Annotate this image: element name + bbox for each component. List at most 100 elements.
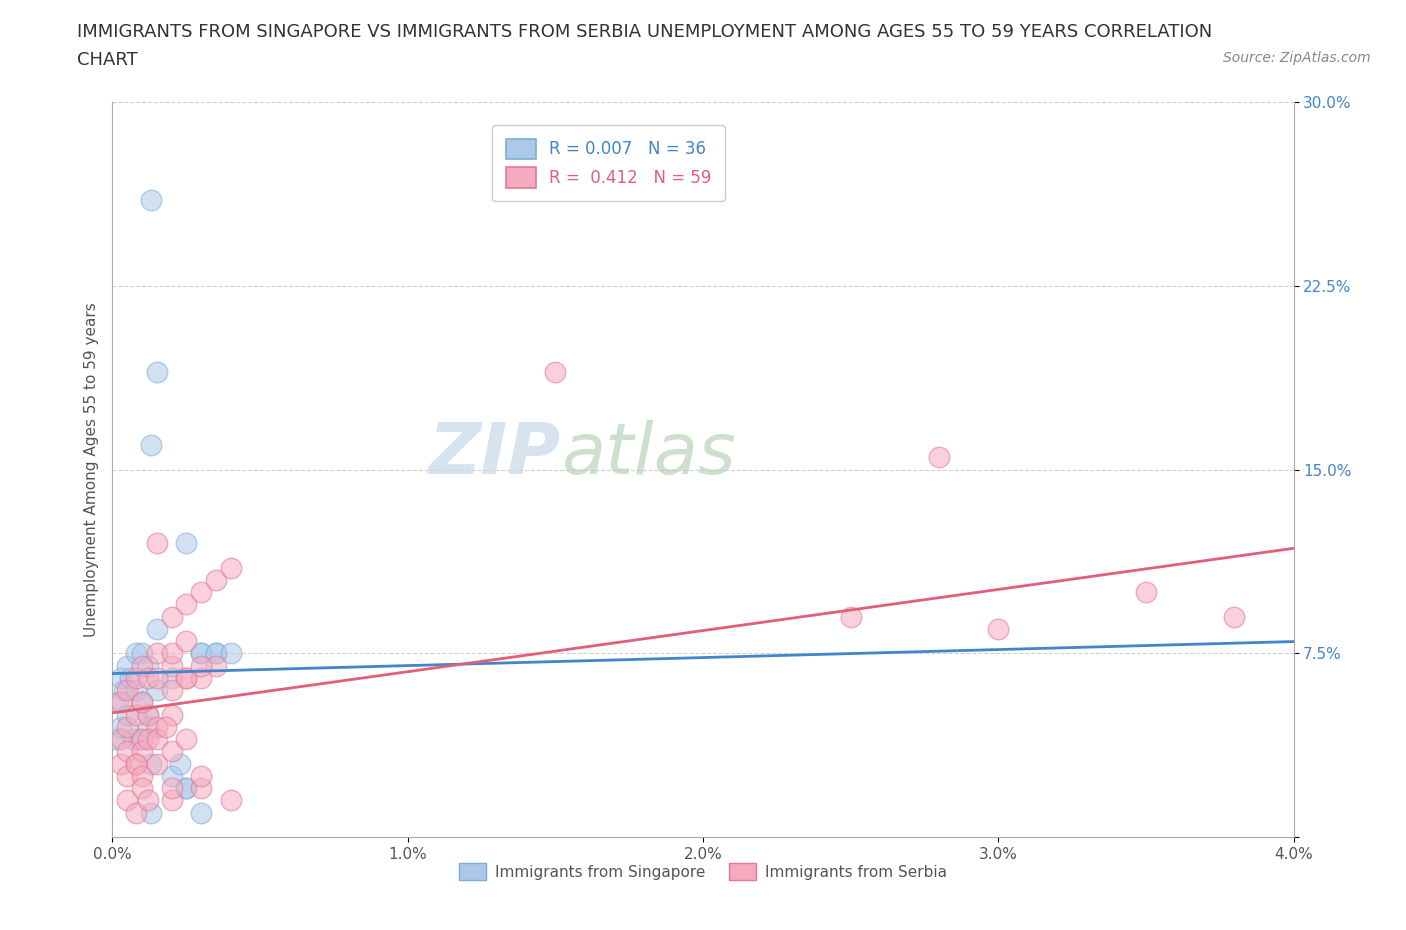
Point <box>160 792 183 807</box>
Point <box>160 683 183 698</box>
Point <box>160 768 183 783</box>
Point <box>125 805 148 820</box>
Point <box>146 621 169 636</box>
Point <box>928 450 950 465</box>
Point <box>146 756 169 771</box>
Point <box>125 707 148 722</box>
Point <box>205 646 228 661</box>
Point <box>174 633 197 648</box>
Point <box>190 658 212 673</box>
Point <box>219 560 242 575</box>
Point <box>174 597 197 612</box>
Point <box>117 768 138 783</box>
Point <box>125 756 148 771</box>
Point <box>110 720 132 735</box>
Point <box>1223 609 1246 624</box>
Point <box>139 805 162 820</box>
Text: IMMIGRANTS FROM SINGAPORE VS IMMIGRANTS FROM SERBIA UNEMPLOYMENT AMONG AGES 55 T: IMMIGRANTS FROM SINGAPORE VS IMMIGRANTS … <box>77 23 1212 41</box>
Point <box>117 683 138 698</box>
Point <box>120 671 142 685</box>
Point <box>131 695 153 710</box>
Point <box>110 671 132 685</box>
Point <box>146 646 169 661</box>
Point <box>128 732 150 747</box>
Point <box>155 720 177 735</box>
Point <box>104 732 127 747</box>
Point <box>160 671 183 685</box>
Point <box>117 720 138 735</box>
Point <box>131 646 153 661</box>
Point <box>131 768 153 783</box>
Point <box>174 780 197 795</box>
Point <box>125 646 148 661</box>
Point <box>136 732 159 747</box>
Point <box>131 658 153 673</box>
Point <box>205 573 228 588</box>
Point <box>110 756 132 771</box>
Point <box>174 671 197 685</box>
Point <box>146 536 169 551</box>
Point <box>205 646 228 661</box>
Point <box>219 792 242 807</box>
Text: Source: ZipAtlas.com: Source: ZipAtlas.com <box>1223 51 1371 65</box>
Point <box>190 805 212 820</box>
Point <box>174 671 197 685</box>
Point <box>139 756 162 771</box>
Point <box>190 780 212 795</box>
Point <box>169 756 191 771</box>
Point <box>117 707 138 722</box>
Point <box>1135 585 1157 600</box>
Point <box>160 780 183 795</box>
Point <box>146 720 169 735</box>
Point <box>131 695 153 710</box>
Point <box>174 780 197 795</box>
Point <box>146 671 169 685</box>
Point <box>136 792 159 807</box>
Point <box>131 780 153 795</box>
Point <box>136 671 159 685</box>
Text: ZIP: ZIP <box>429 420 561 489</box>
Point <box>139 193 162 207</box>
Point <box>160 609 183 624</box>
Point <box>112 683 135 698</box>
Point <box>987 621 1010 636</box>
Point <box>110 695 132 710</box>
Point <box>136 658 159 673</box>
Point <box>190 646 212 661</box>
Point <box>117 744 138 759</box>
Legend: Immigrants from Singapore, Immigrants from Serbia: Immigrants from Singapore, Immigrants fr… <box>451 856 955 888</box>
Point <box>219 646 242 661</box>
Point <box>160 744 183 759</box>
Point <box>160 658 183 673</box>
Point <box>190 671 212 685</box>
Point <box>122 732 145 747</box>
Point <box>136 720 159 735</box>
Point <box>190 646 212 661</box>
Point <box>117 658 138 673</box>
Point <box>146 365 169 379</box>
Point <box>131 732 153 747</box>
Point <box>205 658 228 673</box>
Point <box>131 744 153 759</box>
Point <box>110 732 132 747</box>
Point <box>160 646 183 661</box>
Point <box>544 365 567 379</box>
Point <box>139 438 162 453</box>
Point <box>174 732 197 747</box>
Point <box>190 585 212 600</box>
Point <box>839 609 862 624</box>
Point <box>190 768 212 783</box>
Point <box>107 695 129 710</box>
Point <box>117 792 138 807</box>
Point <box>160 707 183 722</box>
Point <box>146 683 169 698</box>
Point <box>136 707 159 722</box>
Point <box>146 732 169 747</box>
Text: atlas: atlas <box>561 420 735 489</box>
Point <box>125 756 148 771</box>
Point <box>174 536 197 551</box>
Point <box>136 707 159 722</box>
Point <box>125 671 148 685</box>
Text: CHART: CHART <box>77 51 138 69</box>
Point <box>125 683 148 698</box>
